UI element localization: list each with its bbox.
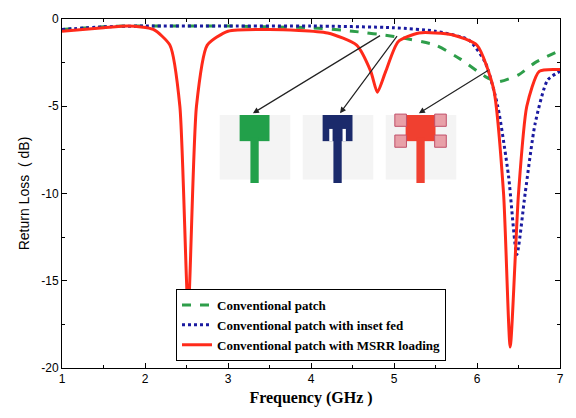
svg-text:-15: -15: [41, 274, 59, 288]
svg-text:Conventional patch with inset: Conventional patch with inset fed: [217, 318, 404, 333]
svg-text:0: 0: [52, 12, 59, 26]
svg-text:Frequency (GHz ): Frequency (GHz ): [249, 389, 372, 407]
svg-text:Return Loss ( dB): Return Loss ( dB): [16, 137, 32, 251]
svg-text:-20: -20: [41, 361, 59, 375]
svg-text:-5: -5: [48, 99, 59, 113]
svg-text:Conventional patch with MSRR l: Conventional patch with MSRR loading: [217, 338, 440, 353]
svg-text:6: 6: [474, 372, 481, 386]
svg-text:1: 1: [59, 372, 66, 386]
svg-text:7: 7: [557, 372, 564, 386]
svg-text:Conventional patch: Conventional patch: [217, 298, 326, 313]
svg-text:2: 2: [142, 372, 149, 386]
svg-text:-10: -10: [41, 187, 59, 201]
svg-text:3: 3: [225, 372, 232, 386]
svg-text:4: 4: [308, 372, 315, 386]
svg-text:5: 5: [391, 372, 398, 386]
